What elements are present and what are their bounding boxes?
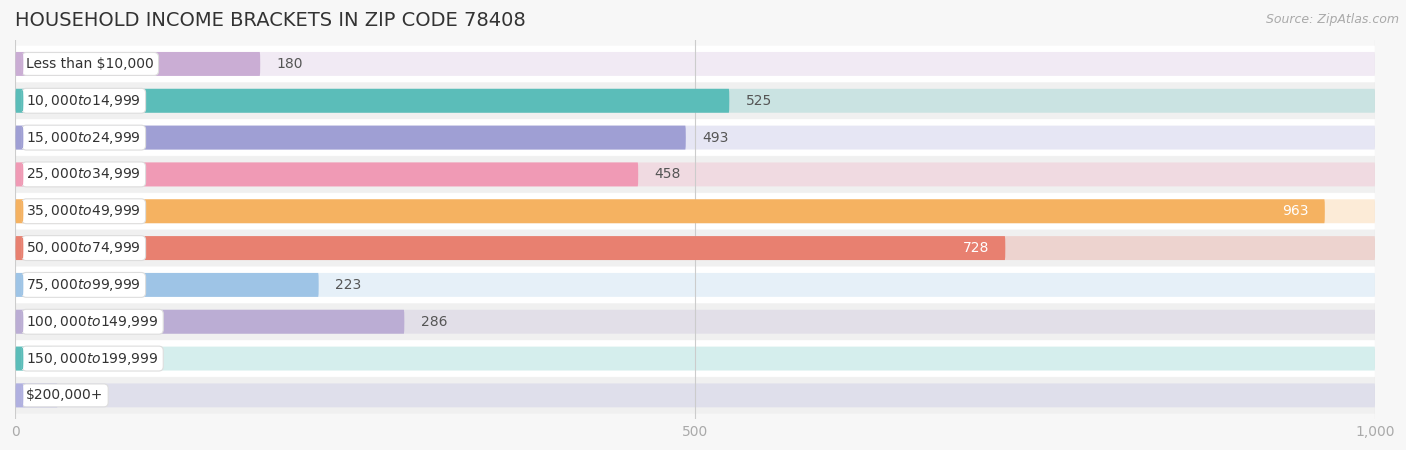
FancyBboxPatch shape [15, 199, 1324, 223]
Text: $100,000 to $149,999: $100,000 to $149,999 [27, 314, 159, 330]
Text: Source: ZipAtlas.com: Source: ZipAtlas.com [1265, 14, 1399, 27]
FancyBboxPatch shape [15, 340, 1375, 377]
FancyBboxPatch shape [15, 383, 58, 407]
Text: $35,000 to $49,999: $35,000 to $49,999 [27, 203, 141, 219]
Text: HOUSEHOLD INCOME BRACKETS IN ZIP CODE 78408: HOUSEHOLD INCOME BRACKETS IN ZIP CODE 78… [15, 11, 526, 30]
Text: 223: 223 [335, 278, 361, 292]
FancyBboxPatch shape [15, 126, 686, 149]
FancyBboxPatch shape [15, 236, 1005, 260]
FancyBboxPatch shape [15, 52, 1375, 76]
Text: 27: 27 [69, 351, 86, 365]
Text: $15,000 to $24,999: $15,000 to $24,999 [27, 130, 141, 146]
Text: 31: 31 [75, 388, 91, 402]
Text: $150,000 to $199,999: $150,000 to $199,999 [27, 351, 159, 367]
FancyBboxPatch shape [15, 310, 1375, 334]
FancyBboxPatch shape [15, 199, 1375, 223]
FancyBboxPatch shape [15, 346, 52, 370]
FancyBboxPatch shape [15, 156, 1375, 193]
Text: $75,000 to $99,999: $75,000 to $99,999 [27, 277, 141, 293]
Text: 728: 728 [963, 241, 988, 255]
FancyBboxPatch shape [15, 126, 1375, 149]
Text: Less than $10,000: Less than $10,000 [27, 57, 155, 71]
FancyBboxPatch shape [15, 52, 260, 76]
FancyBboxPatch shape [15, 310, 405, 334]
FancyBboxPatch shape [15, 162, 638, 186]
FancyBboxPatch shape [15, 162, 1375, 186]
FancyBboxPatch shape [15, 267, 1375, 303]
FancyBboxPatch shape [15, 273, 1375, 297]
FancyBboxPatch shape [15, 377, 1375, 414]
FancyBboxPatch shape [15, 273, 319, 297]
FancyBboxPatch shape [15, 236, 1375, 260]
FancyBboxPatch shape [15, 346, 1375, 370]
Text: 458: 458 [655, 167, 681, 181]
Text: 180: 180 [277, 57, 304, 71]
FancyBboxPatch shape [15, 230, 1375, 266]
FancyBboxPatch shape [15, 193, 1375, 230]
FancyBboxPatch shape [15, 89, 1375, 113]
FancyBboxPatch shape [15, 383, 1375, 407]
Text: 525: 525 [745, 94, 772, 108]
FancyBboxPatch shape [15, 119, 1375, 156]
Text: 963: 963 [1282, 204, 1309, 218]
Text: $200,000+: $200,000+ [27, 388, 104, 402]
Text: $25,000 to $34,999: $25,000 to $34,999 [27, 166, 141, 182]
FancyBboxPatch shape [15, 303, 1375, 340]
Text: 286: 286 [420, 315, 447, 329]
FancyBboxPatch shape [15, 46, 1375, 82]
FancyBboxPatch shape [15, 82, 1375, 119]
Text: 493: 493 [702, 130, 728, 144]
Text: $10,000 to $14,999: $10,000 to $14,999 [27, 93, 141, 109]
FancyBboxPatch shape [15, 89, 730, 113]
Text: $50,000 to $74,999: $50,000 to $74,999 [27, 240, 141, 256]
